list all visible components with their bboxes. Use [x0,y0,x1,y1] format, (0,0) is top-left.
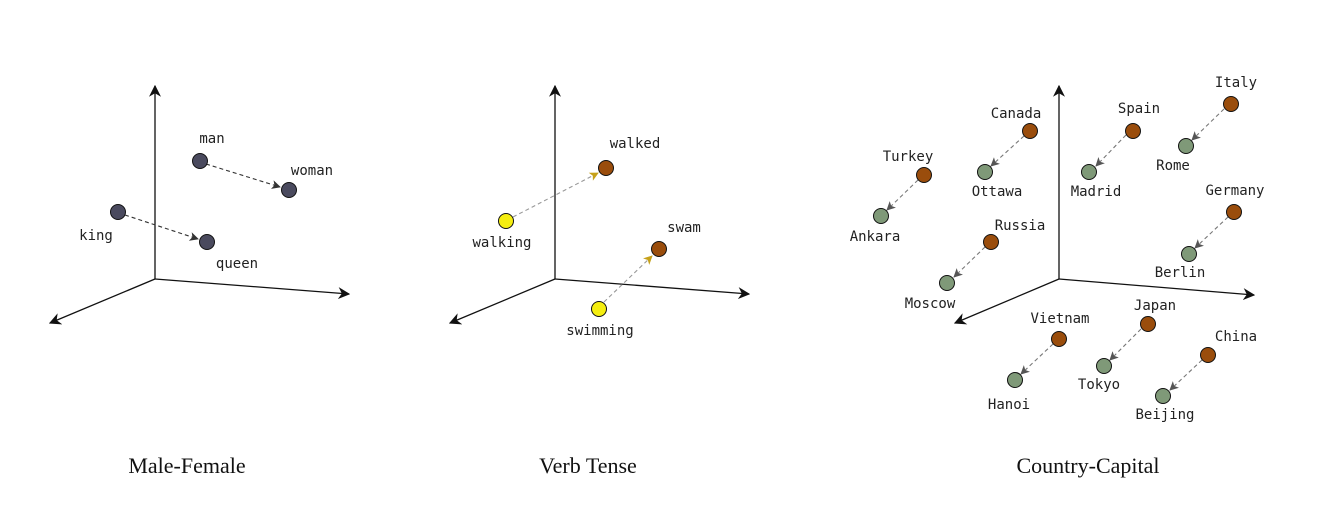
panel-country-capital: Canada Ottawa Spain Madrid Italy Rome Tu… [850,75,1265,478]
arrow-vietnam-hanoi [1020,343,1054,375]
label-madrid: Madrid [1071,184,1122,200]
point-moscow [939,275,955,291]
point-woman [281,182,297,198]
point-walking [498,213,514,229]
point-swimming [591,301,607,317]
point-man [192,153,208,169]
arrow-turkey-ankara [886,179,919,211]
point-beijing [1155,388,1171,404]
y-axis [48,278,156,325]
label-ottawa: Ottawa [972,184,1023,200]
point-ankara [873,208,889,224]
label-italy: Italy [1215,75,1257,91]
label-walking: walking [472,235,531,251]
x-axis [1058,278,1256,301]
x-axis [554,278,751,300]
x-axis [154,278,351,300]
arrow-king-queen [124,214,199,241]
point-turkey [916,167,932,183]
label-man: man [199,131,224,147]
label-spain: Spain [1118,101,1160,117]
point-king [110,204,126,220]
point-spain [1125,123,1141,139]
label-canada: Canada [991,106,1042,122]
caption-verb-tense: Verb Tense [539,453,637,478]
arrow-italy-rome [1191,108,1225,141]
y-axis [448,278,556,325]
label-queen: queen [216,256,258,272]
point-swam [651,241,667,257]
arrow-russia-moscow [953,246,986,278]
point-madrid [1081,164,1097,180]
label-rome: Rome [1156,158,1190,174]
label-germany: Germany [1205,183,1264,199]
arrow-spain-madrid [1095,134,1127,167]
point-queen [199,234,215,250]
label-beijing: Beijing [1135,407,1194,423]
point-japan [1140,316,1156,332]
point-russia [983,234,999,250]
arrow-germany-berlin [1194,216,1229,249]
point-italy [1223,96,1239,112]
y-axis [953,278,1060,325]
arrow-swimming-swam [603,255,653,303]
point-tokyo [1096,358,1112,374]
panel-male-female: man woman king queen Male-Female [48,84,351,478]
arrow-man-woman [205,163,281,189]
panel-verb-tense: walking walked swimming swam Verb Tense [448,84,751,478]
point-walked [598,160,614,176]
label-china: China [1215,329,1257,345]
label-tokyo: Tokyo [1078,377,1120,393]
label-ankara: Ankara [850,229,901,245]
label-berlin: Berlin [1155,265,1206,281]
point-hanoi [1007,372,1023,388]
point-ottawa [977,164,993,180]
label-swam: swam [667,220,701,236]
label-swimming: swimming [566,323,633,339]
arrow-china-beijing [1169,359,1203,391]
axes [48,84,351,325]
point-rome [1178,138,1194,154]
caption-country-capital: Country-Capital [1017,453,1160,478]
label-russia: Russia [995,218,1046,234]
label-turkey: Turkey [883,149,934,165]
label-woman: woman [291,163,333,179]
caption-male-female: Male-Female [128,453,245,478]
point-vietnam [1051,331,1067,347]
point-germany [1226,204,1242,220]
axes [448,84,751,325]
label-hanoi: Hanoi [988,397,1030,413]
point-china [1200,347,1216,363]
label-king: king [79,228,113,244]
axes [953,84,1256,325]
arrow-canada-ottawa [990,135,1025,167]
point-berlin [1181,246,1197,262]
label-moscow: Moscow [905,296,956,312]
arrow-walking-walked [512,172,599,218]
label-japan: Japan [1134,298,1176,314]
point-canada [1022,123,1038,139]
label-walked: walked [610,136,661,152]
arrow-japan-tokyo [1109,328,1142,361]
label-vietnam: Vietnam [1030,311,1089,327]
